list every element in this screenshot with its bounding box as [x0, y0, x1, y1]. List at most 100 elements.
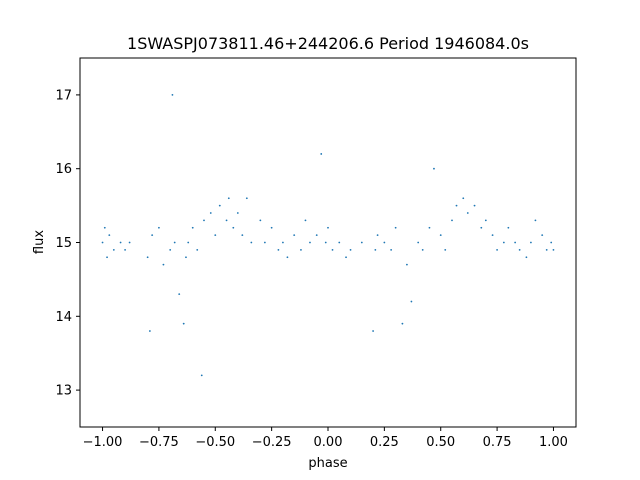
- data-point: [282, 241, 284, 244]
- data-point: [552, 248, 555, 251]
- data-point: [496, 248, 498, 251]
- x-tick-label: −0.25: [252, 435, 292, 450]
- x-tick-label: −1.00: [83, 435, 123, 450]
- data-point: [101, 241, 104, 244]
- data-point: [439, 234, 442, 237]
- data-point: [360, 241, 363, 244]
- data-point: [293, 234, 296, 237]
- x-axis-ticks: −1.00 −0.75 −0.50 −0.25 0.00 0.25 0.50 0.75 1.00: [83, 427, 568, 450]
- data-point: [545, 248, 548, 251]
- data-point: [169, 248, 172, 251]
- data-point: [507, 226, 510, 229]
- data-point: [209, 212, 212, 214]
- data-point: [232, 226, 235, 229]
- plot-area-frame: [79, 57, 577, 428]
- data-point: [119, 241, 122, 244]
- data-point: [300, 248, 302, 251]
- data-point: [376, 234, 379, 237]
- x-axis-label: phase: [308, 456, 347, 471]
- data-point: [112, 248, 115, 251]
- data-point: [187, 241, 190, 244]
- data-point: [225, 219, 228, 222]
- data-point: [203, 219, 205, 222]
- data-point: [462, 197, 465, 200]
- data-point: [108, 234, 111, 237]
- y-tick-label: 15: [55, 236, 72, 251]
- data-point: [162, 263, 165, 266]
- data-point: [327, 226, 329, 229]
- x-tick-label: 0.75: [483, 435, 512, 450]
- data-point: [406, 263, 408, 266]
- data-point: [106, 256, 108, 259]
- data-point: [374, 248, 377, 251]
- data-point: [315, 234, 318, 237]
- data-point: [491, 234, 494, 237]
- data-point: [455, 204, 458, 207]
- data-point: [466, 212, 469, 214]
- data-point: [171, 94, 174, 96]
- data-point: [286, 256, 289, 259]
- data-point: [324, 241, 327, 244]
- data-point: [349, 248, 352, 251]
- chart-title: 1SWASPJ073811.46+244206.6 Period 1946084…: [127, 34, 529, 53]
- data-point: [338, 241, 341, 244]
- y-tick-label: 13: [55, 384, 72, 399]
- data-point: [518, 248, 521, 251]
- data-point: [227, 197, 230, 200]
- data-point: [473, 204, 476, 207]
- data-point: [259, 219, 262, 222]
- data-point: [173, 241, 176, 244]
- data-point: [146, 256, 149, 259]
- x-tick-label: 0.25: [370, 435, 399, 450]
- data-point: [304, 219, 307, 222]
- data-point: [401, 322, 404, 325]
- data-point: [196, 248, 199, 251]
- y-tick-label: 14: [55, 310, 72, 325]
- data-point: [428, 226, 431, 229]
- data-point: [191, 226, 194, 229]
- data-point: [148, 330, 151, 332]
- data-points: [101, 94, 555, 377]
- data-point: [200, 374, 203, 377]
- data-point: [410, 300, 413, 303]
- data-point: [124, 248, 126, 251]
- data-point: [277, 248, 280, 251]
- data-point: [417, 241, 420, 244]
- data-point: [525, 256, 528, 259]
- data-point: [185, 256, 187, 259]
- data-point: [394, 226, 397, 229]
- data-point: [128, 241, 131, 244]
- y-tick-label: 17: [55, 88, 72, 103]
- y-tick-label: 16: [55, 162, 72, 177]
- data-point: [151, 234, 154, 237]
- data-point: [530, 241, 532, 244]
- data-point: [421, 248, 424, 251]
- data-point: [270, 226, 273, 229]
- data-point: [534, 219, 537, 222]
- data-point: [158, 226, 160, 229]
- y-axis-label: flux: [32, 230, 47, 254]
- data-point: [241, 234, 244, 237]
- data-point: [178, 293, 181, 296]
- x-tick-label: −0.75: [139, 435, 179, 450]
- data-point: [236, 212, 239, 214]
- data-point: [484, 219, 487, 222]
- data-point: [218, 204, 221, 207]
- data-point: [345, 256, 347, 259]
- data-point: [245, 197, 248, 200]
- data-point: [250, 241, 253, 244]
- y-axis-ticks: 13 14 15 16 17: [55, 88, 80, 399]
- data-point: [383, 241, 386, 244]
- data-point: [514, 241, 517, 244]
- data-point: [550, 241, 553, 244]
- data-point: [331, 248, 334, 251]
- data-point: [320, 153, 323, 155]
- x-tick-label: 0.50: [426, 435, 455, 450]
- data-point: [502, 241, 505, 244]
- data-point: [182, 322, 185, 325]
- data-point: [263, 241, 266, 244]
- data-point: [480, 226, 483, 229]
- data-point: [390, 248, 393, 251]
- data-point: [103, 226, 106, 229]
